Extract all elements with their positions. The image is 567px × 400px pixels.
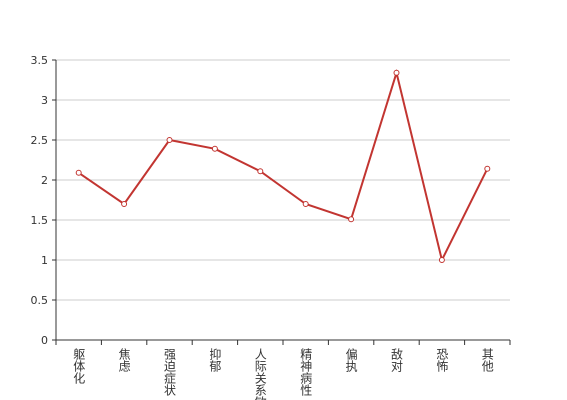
point xyxy=(121,201,128,207)
x-tick-label: 强迫症状 xyxy=(163,348,177,396)
point xyxy=(348,216,355,223)
y-tick-label: 0.5 xyxy=(31,294,49,307)
line xyxy=(78,69,489,263)
point xyxy=(75,169,82,176)
point xyxy=(211,145,218,152)
x-tick-label: 躯体化 xyxy=(72,347,86,385)
y-tick-label: 2 xyxy=(41,174,48,187)
y-tick-label: 1 xyxy=(41,254,48,267)
point xyxy=(302,201,309,207)
x-tick-label: 人际关系敏感 xyxy=(253,348,267,400)
x-tick-label: 焦虑 xyxy=(117,348,131,372)
point xyxy=(257,168,264,175)
point xyxy=(166,137,173,143)
x-tick-label: 恐怖 xyxy=(435,348,449,372)
x-tick-label: 其他 xyxy=(480,348,494,372)
y-tick-label: 0 xyxy=(41,334,48,347)
point xyxy=(393,69,400,76)
point xyxy=(438,257,445,263)
y-tick-label: 2.5 xyxy=(31,134,49,147)
point xyxy=(484,165,491,172)
x-tick-label: 敌对 xyxy=(390,347,404,372)
x-tick-label: 偏执 xyxy=(344,347,358,373)
y-tick-label: 3.5 xyxy=(31,54,49,67)
y-tick-label: 1.5 xyxy=(31,214,49,227)
x-tick-label: 抑郁 xyxy=(208,347,222,373)
y-tick-label: 3 xyxy=(41,94,48,107)
x-tick-label: 精神病性 xyxy=(299,348,313,397)
